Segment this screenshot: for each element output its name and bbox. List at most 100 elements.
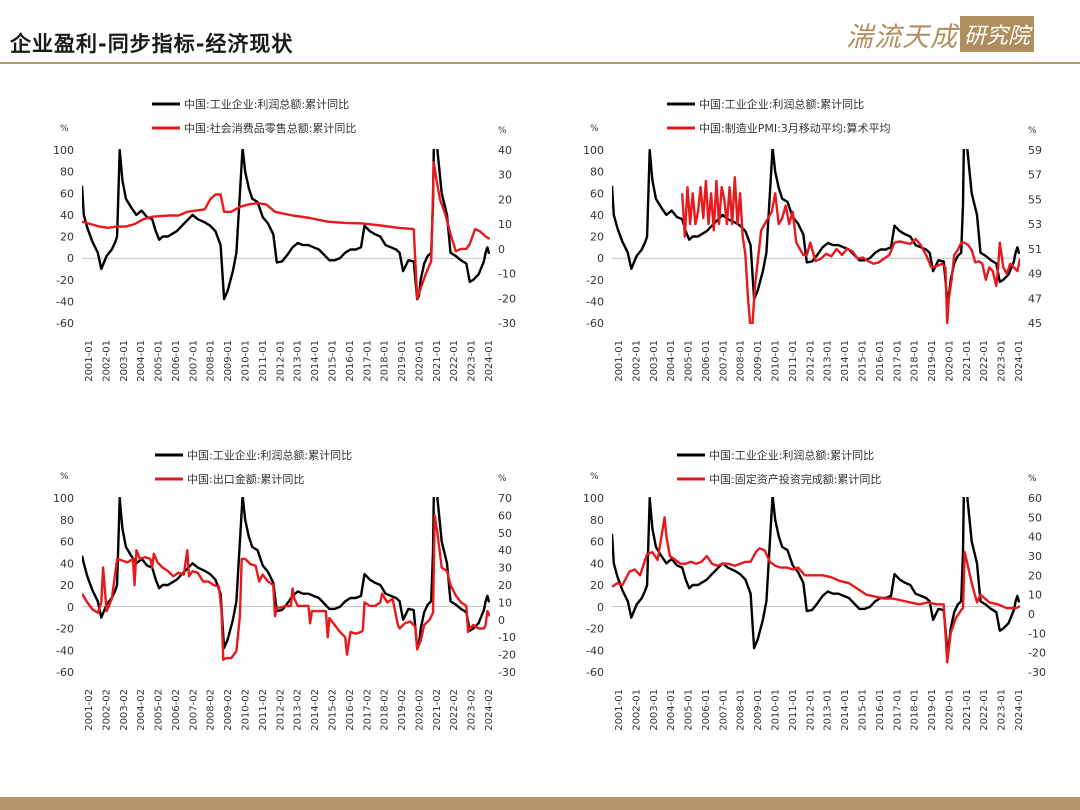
y-right-unit-label: % bbox=[498, 126, 507, 136]
series-group bbox=[82, 497, 490, 661]
legend-label: 中国:制造业PMI:3月移动平均:算术平均 bbox=[699, 121, 890, 135]
x-tick-label: 2003-01 bbox=[649, 689, 660, 731]
legend-label: 中国:工业企业:利润总额:累计同比 bbox=[699, 97, 864, 111]
series-line-indicator bbox=[82, 161, 490, 300]
y-left-tick-label: -40 bbox=[586, 295, 604, 308]
x-tick-label: 2009-02 bbox=[223, 689, 234, 731]
footer-bar bbox=[0, 797, 1080, 810]
legend-label: 中国:工业企业:利润总额:累计同比 bbox=[187, 448, 352, 462]
y-right-tick-label: 47 bbox=[1028, 292, 1042, 305]
y-left-tick-label: -60 bbox=[586, 666, 604, 679]
y-right-tick-label: -10 bbox=[498, 268, 516, 281]
x-tick-label: 2015-01 bbox=[327, 340, 338, 382]
x-tick-label: 2008-01 bbox=[206, 340, 217, 382]
x-tick-label: 2019-01 bbox=[397, 340, 408, 382]
x-tick-label: 2022-01 bbox=[979, 689, 990, 731]
x-tick-label: 2001-01 bbox=[614, 340, 625, 382]
x-tick-label: 2007-01 bbox=[718, 340, 729, 382]
y-right-tick-label: 55 bbox=[1028, 193, 1042, 206]
x-tick-label: 2024-01 bbox=[1014, 340, 1025, 382]
y-right-tick-label: 70 bbox=[498, 492, 512, 505]
x-tick-label: 2011-01 bbox=[258, 340, 269, 382]
y-left-tick-label: 20 bbox=[590, 579, 604, 592]
x-tick-label: 2010-01 bbox=[771, 689, 782, 731]
y-left-tick-label: -20 bbox=[586, 623, 604, 636]
y-right-tick-label: 40 bbox=[1028, 531, 1042, 544]
series-line-profit bbox=[612, 497, 1020, 650]
x-tick-label: 2002-01 bbox=[631, 340, 642, 382]
x-tick-label: 2019-01 bbox=[927, 340, 938, 382]
y-left-tick-label: -20 bbox=[56, 274, 74, 287]
y-left-tick-label: 20 bbox=[60, 231, 74, 244]
y-right-tick-label: -30 bbox=[498, 666, 516, 679]
y-left-tick-label: 0 bbox=[597, 252, 604, 265]
x-tick-label: 2024-01 bbox=[1014, 689, 1025, 731]
x-tick-label: 2005-01 bbox=[684, 689, 695, 731]
y-left-tick-label: 0 bbox=[67, 252, 74, 265]
x-tick-label: 2003-01 bbox=[119, 340, 130, 382]
y-left-tick-label: 80 bbox=[590, 514, 604, 527]
y-right-tick-label: 30 bbox=[1028, 550, 1042, 563]
y-left-tick-label: -60 bbox=[56, 317, 74, 330]
y-right-unit-label: % bbox=[498, 474, 507, 484]
x-tick-label: 2009-01 bbox=[223, 340, 234, 382]
x-tick-label: 2020-02 bbox=[414, 689, 425, 731]
x-tick-label: 2017-01 bbox=[362, 340, 373, 382]
y-left-tick-label: 100 bbox=[53, 492, 74, 505]
series-line-indicator bbox=[612, 516, 1020, 664]
x-tick-label: 2018-01 bbox=[910, 340, 921, 382]
title-divider bbox=[0, 62, 1080, 64]
x-tick-label: 2001-01 bbox=[614, 689, 625, 731]
y-left-tick-label: -40 bbox=[56, 295, 74, 308]
logo-text: 湍流天成 bbox=[846, 21, 958, 53]
x-tick-label: 2007-01 bbox=[188, 340, 199, 382]
x-tick-label: 2014-01 bbox=[310, 340, 321, 382]
y-left-tick-label: -60 bbox=[586, 317, 604, 330]
x-tick-label: 2014-02 bbox=[310, 689, 321, 731]
x-tick-label: 2018-01 bbox=[910, 689, 921, 731]
series-group bbox=[612, 149, 1020, 324]
y-left-tick-label: 60 bbox=[590, 536, 604, 549]
x-tick-label: 2007-01 bbox=[718, 689, 729, 731]
x-tick-label: 2010-02 bbox=[241, 689, 252, 731]
x-tick-label: 2016-02 bbox=[345, 689, 356, 731]
y-left-tick-label: 60 bbox=[60, 187, 74, 200]
x-tick-label: 2017-01 bbox=[892, 689, 903, 731]
x-tick-label: 2011-01 bbox=[788, 340, 799, 382]
chart-panel-2: % % -60 -40 -20 0 20 40 60 80 100 45 47 49 51 53 55 57 59 2… bbox=[583, 97, 1042, 382]
y-left-unit-label: % bbox=[590, 472, 599, 482]
y-right-tick-label: 0 bbox=[1028, 608, 1035, 621]
series-group bbox=[82, 149, 490, 301]
x-tick-label: 2012-02 bbox=[275, 689, 286, 731]
legend-label: 中国:社会消费品零售总额:累计同比 bbox=[184, 121, 356, 135]
x-tick-label: 2024-01 bbox=[484, 340, 495, 382]
x-tick-label: 2022-02 bbox=[449, 689, 460, 731]
x-tick-label: 2016-01 bbox=[345, 340, 356, 382]
x-tick-label: 2007-02 bbox=[188, 689, 199, 731]
y-left-tick-label: -20 bbox=[586, 274, 604, 287]
y-right-tick-label: 59 bbox=[1028, 144, 1042, 157]
x-tick-label: 2006-01 bbox=[171, 340, 182, 382]
x-tick-label: 2016-01 bbox=[875, 340, 886, 382]
series-line-indicator bbox=[82, 514, 490, 661]
y-right-tick-label: -20 bbox=[498, 649, 516, 662]
x-tick-label: 2005-01 bbox=[154, 340, 165, 382]
x-tick-label: 2004-01 bbox=[666, 340, 677, 382]
y-right-tick-label: 40 bbox=[498, 544, 512, 557]
company-logo: 湍流天成 研究院 bbox=[846, 14, 1035, 54]
x-tick-label: 2013-02 bbox=[293, 689, 304, 731]
x-tick-label: 2002-01 bbox=[631, 689, 642, 731]
x-tick-label: 2004-02 bbox=[136, 689, 147, 731]
logo-box-text: 研究院 bbox=[960, 16, 1035, 52]
y-right-tick-label: 20 bbox=[498, 579, 512, 592]
x-tick-label: 2002-02 bbox=[101, 689, 112, 731]
y-left-tick-label: 0 bbox=[67, 601, 74, 614]
x-tick-label: 2006-02 bbox=[171, 689, 182, 731]
x-tick-label: 2008-01 bbox=[736, 340, 747, 382]
y-right-tick-label: 10 bbox=[498, 218, 512, 231]
y-left-tick-label: -20 bbox=[56, 623, 74, 636]
x-tick-label: 2024-02 bbox=[484, 689, 495, 731]
x-tick-label: 2013-01 bbox=[823, 340, 834, 382]
legend-label: 中国:工业企业:利润总额:累计同比 bbox=[709, 448, 874, 462]
